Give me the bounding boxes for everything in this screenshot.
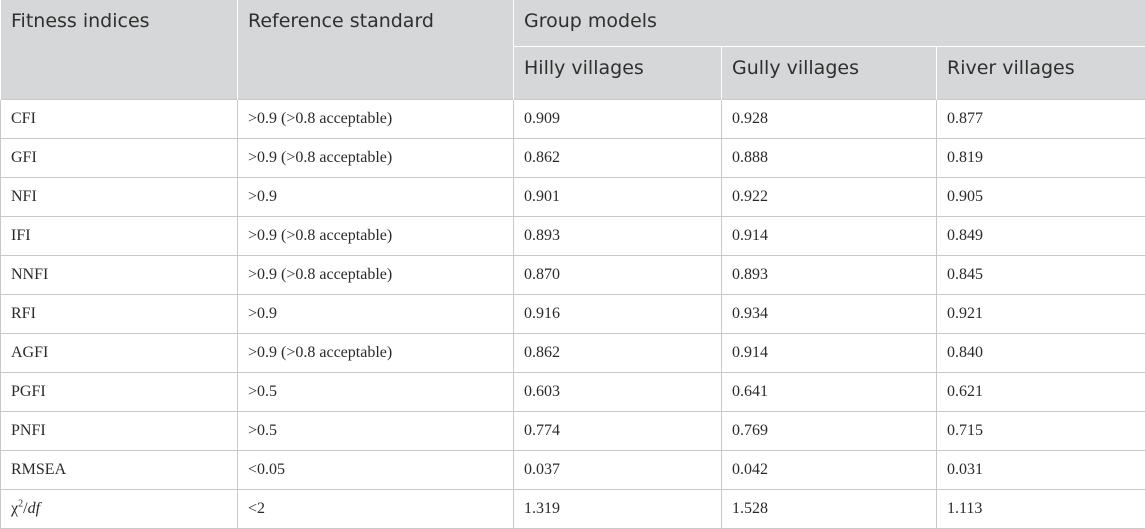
index-cell: GFI <box>1 139 238 178</box>
river-value: 0.877 <box>937 100 1145 139</box>
header-river-villages: River villages <box>937 47 1145 100</box>
table-row: RFI >0.9 0.916 0.934 0.921 <box>1 295 1145 334</box>
hilly-value: 0.862 <box>514 334 722 373</box>
river-value: 0.845 <box>937 256 1145 295</box>
hilly-value: 0.893 <box>514 217 722 256</box>
standard-cell: >0.9 (>0.8 acceptable) <box>238 256 514 295</box>
hilly-value: 0.916 <box>514 295 722 334</box>
table-row: NFI >0.9 0.901 0.922 0.905 <box>1 178 1145 217</box>
table-row: CFI >0.9 (>0.8 acceptable) 0.909 0.928 0… <box>1 100 1145 139</box>
index-cell: RFI <box>1 295 238 334</box>
table-row: GFI >0.9 (>0.8 acceptable) 0.862 0.888 0… <box>1 139 1145 178</box>
table-body: CFI >0.9 (>0.8 acceptable) 0.909 0.928 0… <box>1 100 1145 529</box>
table-row: RMSEA <0.05 0.037 0.042 0.031 <box>1 451 1145 490</box>
river-value: 0.819 <box>937 139 1145 178</box>
gully-value: 0.641 <box>722 373 937 412</box>
river-value: 0.621 <box>937 373 1145 412</box>
gully-value: 0.934 <box>722 295 937 334</box>
standard-cell: >0.9 <box>238 178 514 217</box>
river-value: 0.840 <box>937 334 1145 373</box>
gully-value: 0.042 <box>722 451 937 490</box>
gully-value: 0.914 <box>722 217 937 256</box>
hilly-value: 0.909 <box>514 100 722 139</box>
index-cell: CFI <box>1 100 238 139</box>
header-gully-villages: Gully villages <box>722 47 937 100</box>
index-cell: AGFI <box>1 334 238 373</box>
header-reference-standard: Reference standard <box>238 0 514 100</box>
river-value: 0.849 <box>937 217 1145 256</box>
index-cell: PGFI <box>1 373 238 412</box>
river-value: 0.715 <box>937 412 1145 451</box>
gully-value: 0.928 <box>722 100 937 139</box>
table-row: PGFI >0.5 0.603 0.641 0.621 <box>1 373 1145 412</box>
table-row: NNFI >0.9 (>0.8 acceptable) 0.870 0.893 … <box>1 256 1145 295</box>
standard-cell: >0.9 (>0.8 acceptable) <box>238 334 514 373</box>
hilly-value: 0.870 <box>514 256 722 295</box>
table-row: IFI >0.9 (>0.8 acceptable) 0.893 0.914 0… <box>1 217 1145 256</box>
chi-df: df <box>28 500 40 517</box>
hilly-value: 1.319 <box>514 490 722 529</box>
index-cell: NFI <box>1 178 238 217</box>
standard-cell: <2 <box>238 490 514 529</box>
gully-value: 0.769 <box>722 412 937 451</box>
river-value: 0.921 <box>937 295 1145 334</box>
standard-cell: >0.9 (>0.8 acceptable) <box>238 217 514 256</box>
table-header: Fitness indices Reference standard Group… <box>1 0 1145 100</box>
table-row: PNFI >0.5 0.774 0.769 0.715 <box>1 412 1145 451</box>
standard-cell: <0.05 <box>238 451 514 490</box>
standard-cell: >0.9 (>0.8 acceptable) <box>238 100 514 139</box>
index-cell: PNFI <box>1 412 238 451</box>
header-group-models: Group models <box>514 0 1145 47</box>
index-cell: NNFI <box>1 256 238 295</box>
standard-cell: >0.9 (>0.8 acceptable) <box>238 139 514 178</box>
hilly-value: 0.901 <box>514 178 722 217</box>
table-row: AGFI >0.9 (>0.8 acceptable) 0.862 0.914 … <box>1 334 1145 373</box>
gully-value: 0.922 <box>722 178 937 217</box>
river-value: 0.905 <box>937 178 1145 217</box>
hilly-value: 0.603 <box>514 373 722 412</box>
hilly-value: 0.774 <box>514 412 722 451</box>
header-row-top: Fitness indices Reference standard Group… <box>1 0 1145 47</box>
gully-value: 0.914 <box>722 334 937 373</box>
gully-value: 0.888 <box>722 139 937 178</box>
gully-value: 0.893 <box>722 256 937 295</box>
river-value: 1.113 <box>937 490 1145 529</box>
hilly-value: 0.862 <box>514 139 722 178</box>
gully-value: 1.528 <box>722 490 937 529</box>
hilly-value: 0.037 <box>514 451 722 490</box>
river-value: 0.031 <box>937 451 1145 490</box>
index-cell: IFI <box>1 217 238 256</box>
standard-cell: >0.9 <box>238 295 514 334</box>
standard-cell: >0.5 <box>238 412 514 451</box>
index-cell-chi-square: χ2/df <box>1 490 238 529</box>
table-row: χ2/df <2 1.319 1.528 1.113 <box>1 490 1145 529</box>
standard-cell: >0.5 <box>238 373 514 412</box>
index-cell: RMSEA <box>1 451 238 490</box>
header-hilly-villages: Hilly villages <box>514 47 722 100</box>
header-fitness-indices: Fitness indices <box>1 0 238 100</box>
